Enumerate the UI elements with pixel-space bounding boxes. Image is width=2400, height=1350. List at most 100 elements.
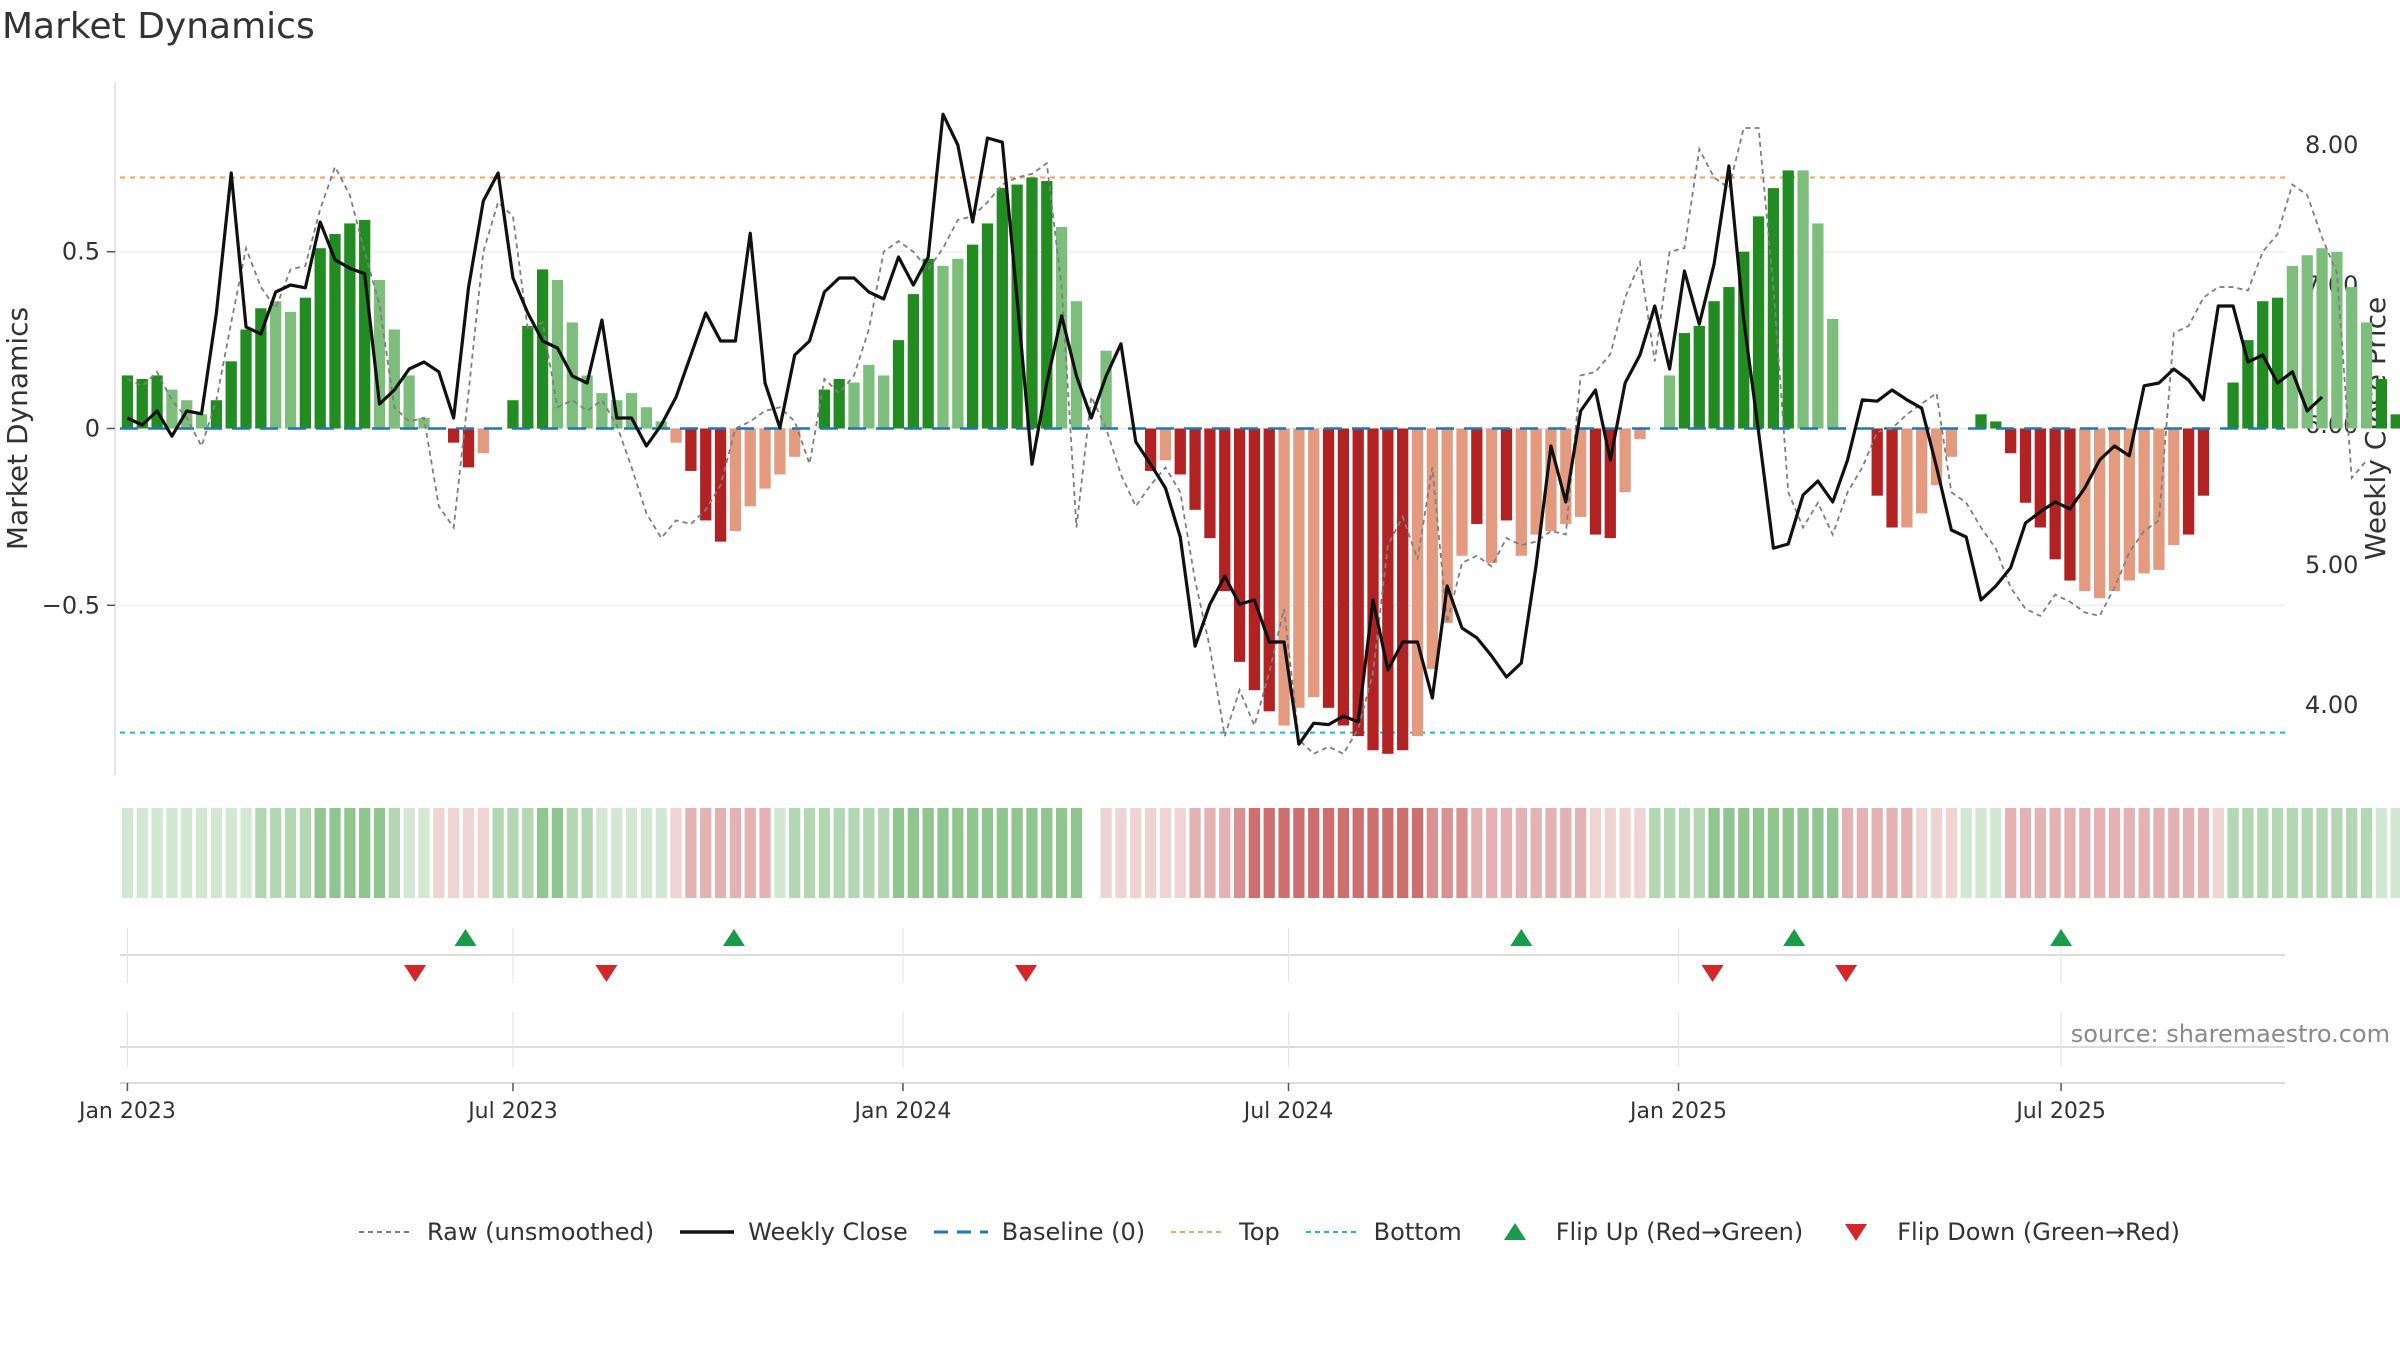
regime-band-cell [166, 808, 178, 898]
regime-band-cell [329, 808, 341, 898]
x-tick-label: Jan 2023 [77, 1099, 176, 1124]
regime-band-cell [1738, 808, 1750, 898]
regime-band-cell [981, 808, 994, 898]
dynamics-bar [892, 340, 905, 429]
flip-down-marker [404, 965, 427, 982]
dynamics-bar [2123, 428, 2135, 581]
dynamics-bar [1204, 428, 1216, 539]
regime-band-cell [774, 808, 786, 898]
legend-item-top: Top [1167, 1218, 1280, 1246]
regime-band-cell [625, 808, 638, 898]
legend-label: Raw (unsmoothed) [427, 1218, 655, 1246]
dynamics-bar [1827, 318, 1839, 429]
regime-band-cell [477, 808, 489, 898]
regime-band-cell [1827, 808, 1839, 898]
legend-item-bottom: Bottom [1302, 1218, 1462, 1246]
regime-band-cell [596, 808, 608, 898]
regime-band-cell [729, 808, 742, 898]
regime-band-cell [344, 808, 356, 898]
dynamics-bar [195, 414, 208, 429]
dynamics-bar [759, 428, 771, 489]
dynamics-bar [596, 393, 608, 429]
regime-band-cell [1560, 808, 1572, 898]
regime-band-cell [996, 808, 1008, 898]
dynamics-bar [818, 389, 831, 429]
regime-band-cell [1441, 808, 1453, 898]
x-tick-label: Jul 2025 [2014, 1099, 2106, 1124]
regime-band-cell [522, 808, 534, 898]
dynamics-bar [981, 223, 994, 429]
dynamics-bar [1708, 301, 1720, 429]
regime-band-cell [2331, 808, 2343, 898]
regime-band-cell [1130, 808, 1142, 898]
regime-band-cell [2360, 808, 2373, 898]
regime-band-cell [462, 808, 475, 898]
regime-band-cell [1886, 808, 1898, 898]
x-tick-label: Jan 2025 [1628, 1099, 1727, 1124]
regime-band-cell [1649, 808, 1661, 898]
regime-band-cell [1233, 808, 1246, 898]
dynamics-bar [1738, 251, 1750, 429]
regime-band-cell [388, 808, 400, 898]
regime-band-cell [581, 808, 593, 898]
regime-band-cell [2034, 808, 2046, 898]
dynamics-bar [1782, 170, 1794, 429]
regime-band-cell [1219, 808, 1231, 898]
regime-band-cell [1530, 808, 1542, 898]
regime-band-cell [818, 808, 831, 898]
regime-band-cell [1382, 808, 1394, 898]
dynamics-bar [166, 389, 178, 429]
regime-band-cell [1026, 808, 1038, 898]
dynamics-bar [922, 258, 934, 429]
regime-band-cell [863, 808, 875, 898]
regime-band-cell [1308, 808, 1320, 898]
dynamics-bar [329, 234, 341, 429]
dynamics-bar [151, 375, 163, 429]
regime-band-cell [700, 808, 712, 898]
regime-band-cell [2094, 808, 2106, 898]
legend-label: Flip Up (Red→Green) [1555, 1218, 1804, 1246]
dynamics-bar [1278, 428, 1290, 726]
flip-up-marker [1510, 929, 1533, 946]
dynamics-bar [1100, 350, 1112, 429]
regime-band-cell [2227, 808, 2239, 898]
regime-band-cell [1248, 808, 1261, 898]
dynamics-bar [1693, 325, 1705, 429]
dynamics-bar [2286, 265, 2299, 429]
left-tick-label: 0 [85, 415, 100, 443]
dynamics-bar [1486, 428, 1498, 563]
x-tick-label: Jan 2024 [853, 1099, 952, 1124]
regime-band-cell [2019, 808, 2032, 898]
dynamics-bar [1352, 428, 1364, 737]
dynamics-bar [181, 400, 193, 429]
dynamics-bar [1500, 428, 1513, 521]
dynamics-bar [1515, 428, 1527, 556]
dynamics-bar [2049, 428, 2061, 560]
flip-up-marker [454, 929, 477, 946]
dynamics-bar [1990, 421, 2002, 429]
regime-band-cell [907, 808, 919, 898]
dynamics-bar [299, 297, 311, 429]
regime-band-cell [2346, 808, 2358, 898]
dynamics-bar [121, 375, 134, 429]
dynamics-bar [1604, 428, 1616, 539]
dynamics-bar [1144, 428, 1157, 471]
regime-band-cell [1322, 808, 1335, 898]
dynamics-bar [344, 223, 356, 429]
regime-band-cell [878, 808, 890, 898]
chart-title: Market Dynamics [2, 6, 315, 47]
regime-band-cell [803, 808, 816, 898]
dynamics-bar [952, 258, 964, 429]
dynamics-bar [1678, 333, 1691, 429]
dynamics-bar [1574, 428, 1587, 517]
dynamics-bar [2168, 428, 2180, 546]
dynamics-bar [359, 219, 371, 429]
legend-item-flip-down: Flip Down (Green→Red) [1825, 1218, 2180, 1246]
regime-band-cell [1055, 808, 1068, 898]
dynamics-bar [625, 393, 638, 429]
regime-band-cell [1619, 808, 1631, 898]
regime-band-cell [1367, 808, 1379, 898]
regime-band-cell [2301, 808, 2313, 898]
dynamics-bar [1723, 287, 1735, 429]
